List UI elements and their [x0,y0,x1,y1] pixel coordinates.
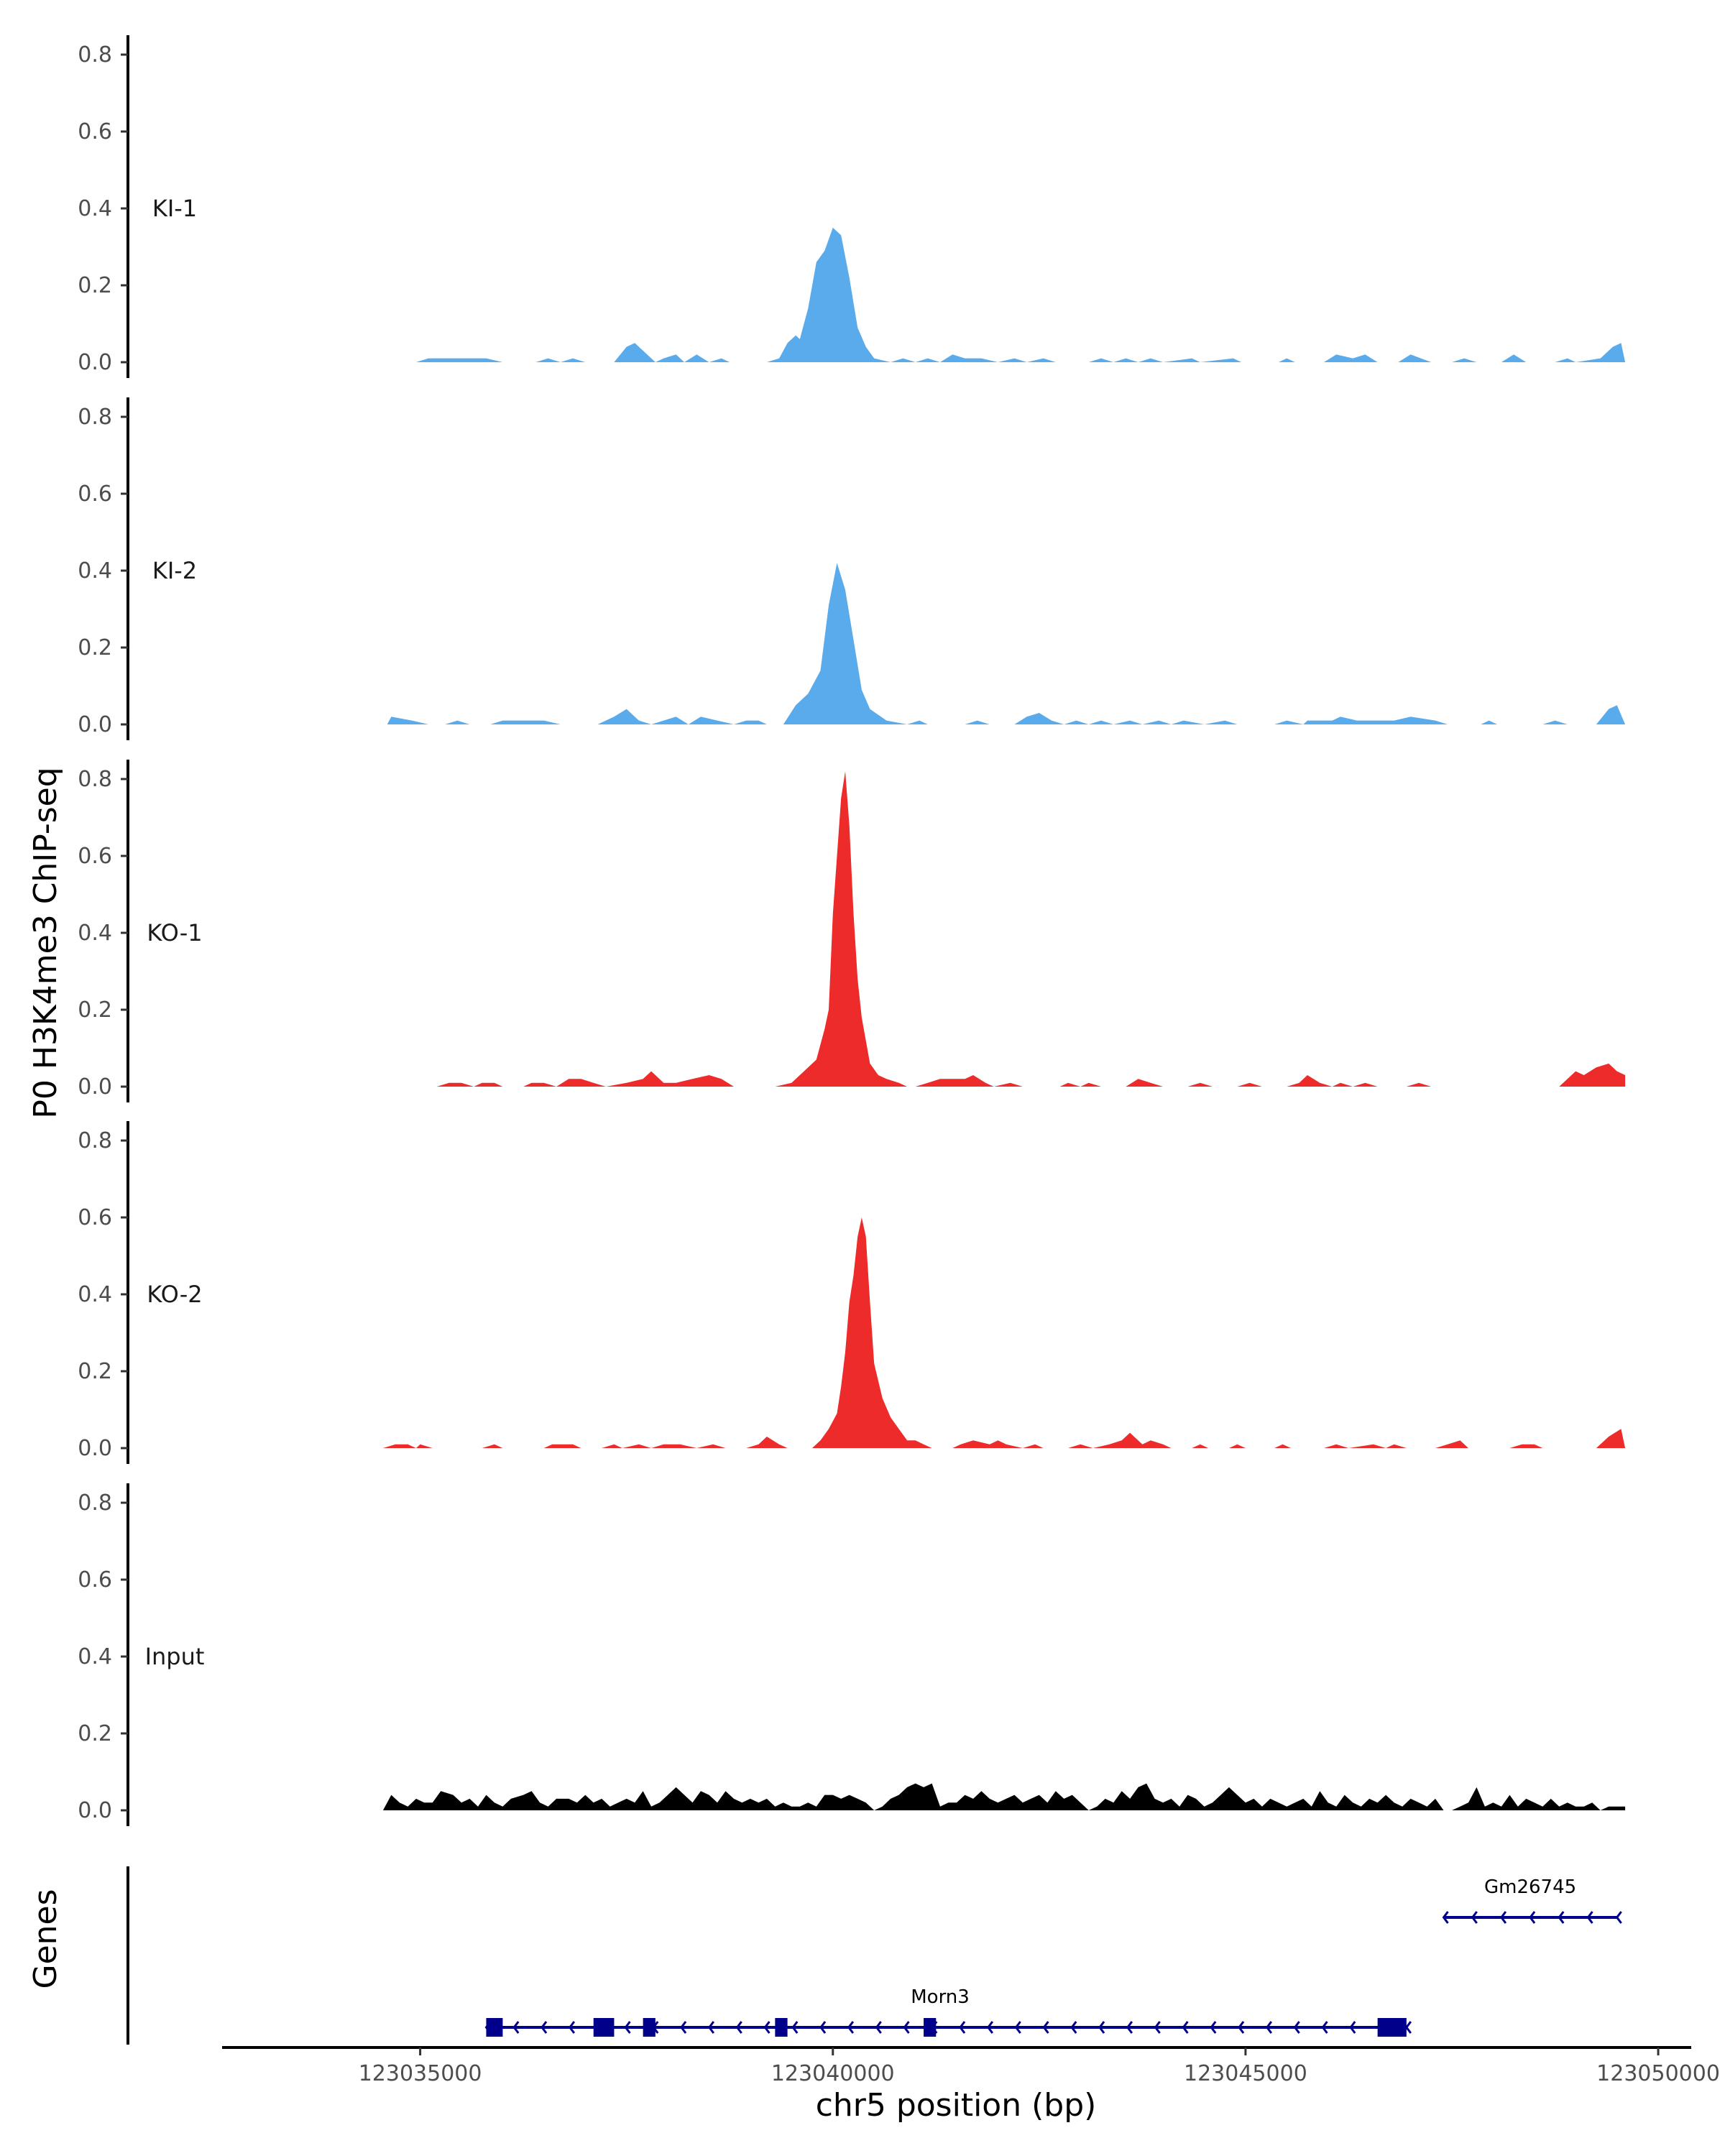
y-axis-title: P0 H3K4me3 ChIP-seq [27,767,64,1118]
exon [1377,2018,1407,2037]
y-tick-label: 0.8 [78,42,112,68]
track-label: KI-1 [152,195,197,222]
signal-area [382,1217,1626,1448]
strand-arrow [1098,2021,1105,2034]
y-tick-label: 0.0 [78,1074,112,1100]
y-tick-label: 0.2 [78,635,112,660]
signal-area [387,563,1626,724]
y-tick-label: 0.0 [78,350,112,375]
y-tick-label: 0.0 [78,1436,112,1461]
strand-arrow [540,2021,548,2034]
x-tick-label: 123050000 [1596,2061,1720,2086]
strand-arrow [1471,1911,1478,1924]
strand-arrow [763,2021,770,2034]
tracks-layer: 0.00.20.40.60.8KI-10.00.20.40.60.8KI-20.… [78,35,1626,1826]
gene-name-label: Gm26745 [1484,1876,1576,1898]
strand-arrow [1154,2021,1161,2034]
gene-morn3: Morn3 [484,1986,1412,2037]
strand-arrow [819,2021,827,2034]
track-input: 0.0 0.2 0.4 0.6 0.8 Input [78,1483,1626,1826]
y-tick-label: 0.2 [78,998,112,1023]
strand-arrow [512,2021,520,2034]
exon [486,2018,503,2037]
exon [593,2018,615,2037]
strand-arrow [1265,2021,1273,2034]
strand-arrow [1615,1911,1622,1924]
y-tick-label: 0.8 [78,1491,112,1516]
strand-arrow [1349,2021,1356,2034]
track-label: KO-1 [147,919,202,946]
gene-name-label: Morn3 [911,1986,970,2008]
strand-arrow [903,2021,910,2034]
signal-area [382,1783,1626,1810]
track-label: KI-2 [152,557,197,584]
gene-gm26745: Gm26745 [1442,1876,1622,1924]
strand-arrow [1042,2021,1049,2034]
strand-arrow [680,2021,687,2034]
track-ki-1: 0.0 0.2 0.4 0.6 0.8 KI-1 [78,35,1626,378]
exon [775,2018,788,2037]
y-tick-label: 0.6 [78,844,112,869]
y-tick-label: 0.6 [78,1205,112,1230]
strand-arrow [1529,1911,1536,1924]
exon [924,2018,937,2037]
strand-arrow [707,2021,715,2034]
track-label: Input [145,1643,205,1670]
strand-arrow [1126,2021,1133,2034]
track-ki-2: 0.0 0.2 0.4 0.6 0.8 KI-2 [78,397,1626,740]
strand-arrow [624,2021,631,2034]
y-tick-label: 0.8 [78,767,112,792]
x-tick-label: 123045000 [1184,2061,1307,2086]
track-ko-1: 0.0 0.2 0.4 0.6 0.8 KO-1 [78,760,1626,1102]
genes-axis-title: Genes [27,1889,64,1989]
strand-arrow [568,2021,576,2034]
strand-arrow [735,2021,742,2034]
y-tick-label: 0.8 [78,405,112,430]
y-tick-label: 0.0 [78,712,112,737]
strand-arrow [1238,2021,1245,2034]
strand-arrow [1558,1911,1565,1924]
x-axis: 123035000 123040000 123045000 123050000 [222,2046,1720,2086]
strand-arrow [875,2021,882,2034]
strand-arrow [791,2021,799,2034]
y-tick-label: 0.4 [78,1282,112,1307]
exon [643,2018,656,2037]
y-tick-label: 0.6 [78,1567,112,1593]
strand-arrow [1210,2021,1217,2034]
strand-arrow [986,2021,994,2034]
strand-arrow [1070,2021,1077,2034]
strand-arrow [959,2021,966,2034]
y-tick-label: 0.2 [78,1721,112,1746]
y-tick-label: 0.6 [78,482,112,507]
y-tick-label: 0.2 [78,1359,112,1384]
signal-area [415,227,1626,362]
x-tick-label: 123035000 [359,2061,482,2086]
y-tick-label: 0.8 [78,1128,112,1153]
strand-arrow [1442,1911,1449,1924]
strand-arrow [1321,2021,1328,2034]
y-tick-label: 0.6 [78,119,112,144]
strand-arrow [1182,2021,1189,2034]
strand-arrow [1586,1911,1593,1924]
genes-layer: Gm26745 Morn3 [126,1866,1622,2045]
y-tick-label: 0.2 [78,273,112,298]
strand-arrow [1014,2021,1021,2034]
signal-area [436,771,1626,1087]
strand-arrow [1293,2021,1300,2034]
strand-arrow [1500,1911,1507,1924]
track-label: KO-2 [147,1281,202,1308]
x-tick-label: 123040000 [771,2061,895,2086]
track-ko-2: 0.0 0.2 0.4 0.6 0.8 KO-2 [78,1121,1626,1464]
y-tick-label: 0.4 [78,196,112,221]
y-tick-label: 0.4 [78,558,112,584]
strand-arrow [847,2021,855,2034]
y-tick-label: 0.4 [78,921,112,946]
y-tick-label: 0.0 [78,1798,112,1823]
x-axis-title: chr5 position (bp) [816,2087,1097,2124]
strand-arrow [1404,2021,1412,2034]
y-tick-label: 0.4 [78,1644,112,1669]
